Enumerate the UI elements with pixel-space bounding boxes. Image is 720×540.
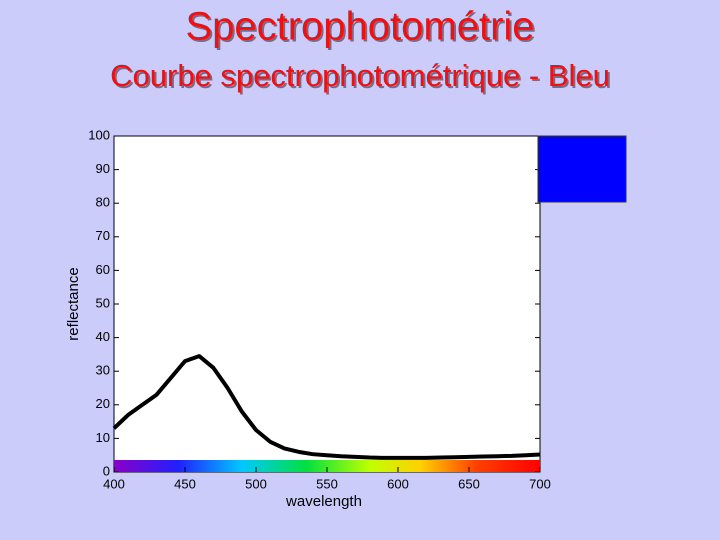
title: Spectrophotométrie <box>185 5 534 49</box>
y-tick-label: 0 <box>103 463 110 478</box>
x-tick-label: 400 <box>103 476 125 491</box>
y-tick-label: 10 <box>96 430 110 445</box>
y-tick-label: 30 <box>96 363 110 378</box>
y-tick-label: 20 <box>96 396 110 411</box>
subtitle: Courbe spectrophotométrique - Bleu <box>110 58 610 93</box>
subtitle-shadow: Courbe spectrophotométrique - Bleu <box>112 60 612 95</box>
y-tick-label: 60 <box>96 262 110 277</box>
plot-area <box>113 135 541 473</box>
data-line <box>112 354 541 460</box>
y-tick-label: 90 <box>96 161 110 176</box>
x-tick-label: 550 <box>316 476 338 491</box>
color-swatch <box>537 135 627 203</box>
x-tick-label: 500 <box>245 476 267 491</box>
y-axis-label: reflectance <box>65 267 82 340</box>
x-tick-label: 650 <box>458 476 480 491</box>
y-tick-label: 40 <box>96 329 110 344</box>
x-tick-label: 600 <box>387 476 409 491</box>
x-tick-label: 450 <box>174 476 196 491</box>
y-tick-label: 100 <box>88 127 110 142</box>
y-tick-label: 80 <box>96 195 110 210</box>
y-tick-label: 70 <box>96 228 110 243</box>
x-axis-label: wavelength <box>285 493 362 510</box>
y-tick-label: 50 <box>96 295 110 310</box>
spectrum-bar <box>114 460 540 472</box>
x-tick-label: 700 <box>529 476 551 491</box>
title-shadow: Spectrophotométrie <box>187 7 536 51</box>
